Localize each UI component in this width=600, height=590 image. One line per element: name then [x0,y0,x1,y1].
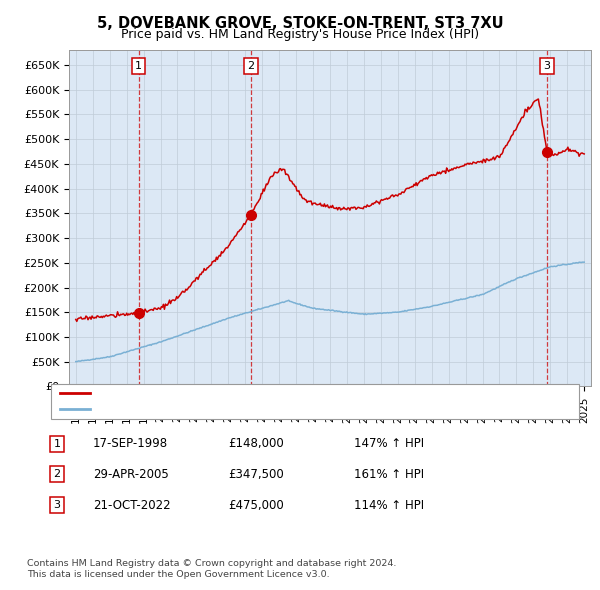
Text: 17-SEP-1998: 17-SEP-1998 [93,437,168,450]
Text: Contains HM Land Registry data © Crown copyright and database right 2024.: Contains HM Land Registry data © Crown c… [27,559,397,568]
Text: 114% ↑ HPI: 114% ↑ HPI [354,499,424,512]
Text: 29-APR-2005: 29-APR-2005 [93,468,169,481]
Text: 2: 2 [53,470,61,479]
Text: HPI: Average price, detached house, Stoke-on-Trent: HPI: Average price, detached house, Stok… [94,404,375,414]
Text: 21-OCT-2022: 21-OCT-2022 [93,499,170,512]
Text: £347,500: £347,500 [228,468,284,481]
Text: 1: 1 [53,439,61,448]
Text: £475,000: £475,000 [228,499,284,512]
Text: 3: 3 [53,500,61,510]
Text: This data is licensed under the Open Government Licence v3.0.: This data is licensed under the Open Gov… [27,571,329,579]
Text: £148,000: £148,000 [228,437,284,450]
Text: 2: 2 [247,61,254,71]
Text: 147% ↑ HPI: 147% ↑ HPI [354,437,424,450]
Text: 5, DOVEBANK GROVE, STOKE-ON-TRENT, ST3 7XU (detached house): 5, DOVEBANK GROVE, STOKE-ON-TRENT, ST3 7… [94,388,467,398]
Text: 1: 1 [136,61,142,71]
Text: 161% ↑ HPI: 161% ↑ HPI [354,468,424,481]
Text: Price paid vs. HM Land Registry's House Price Index (HPI): Price paid vs. HM Land Registry's House … [121,28,479,41]
Text: 3: 3 [544,61,550,71]
Text: 5, DOVEBANK GROVE, STOKE-ON-TRENT, ST3 7XU: 5, DOVEBANK GROVE, STOKE-ON-TRENT, ST3 7… [97,16,503,31]
